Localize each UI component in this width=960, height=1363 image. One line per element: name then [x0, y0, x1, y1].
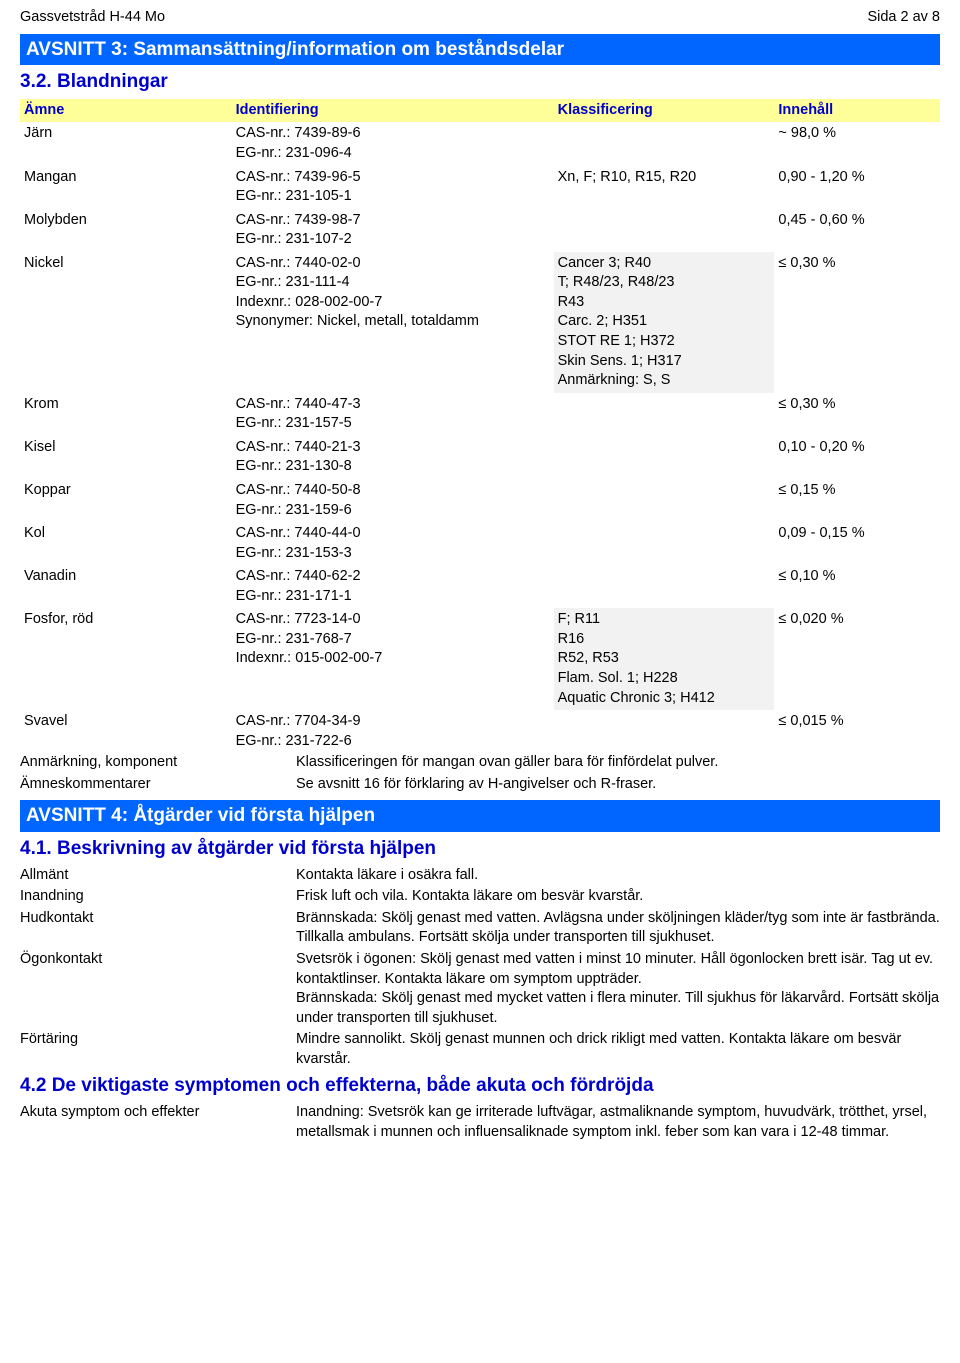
kv-value: Kontakta läkare i osäkra fall.: [296, 866, 940, 886]
note-value: Se avsnitt 16 för förklaring av H-angive…: [296, 775, 940, 795]
cell-ident: CAS-nr.: 7723-14-0 EG-nr.: 231-768-7 Ind…: [232, 608, 554, 710]
cell-klass: Xn, F; R10, R15, R20: [554, 166, 775, 209]
note-row: Anmärkning, komponentKlassificeringen fö…: [20, 753, 940, 773]
cell-klass: [554, 565, 775, 608]
kv-label: Ögonkontakt: [20, 950, 296, 1028]
cell-klass: Cancer 3; R40 T; R48/23, R48/23 R43 Carc…: [554, 252, 775, 393]
section-3-header: AVSNITT 3: Sammansättning/information om…: [20, 34, 940, 66]
kv-row: AllmäntKontakta läkare i osäkra fall.: [20, 866, 940, 886]
table-row: KolCAS-nr.: 7440-44-0 EG-nr.: 231-153-3 0…: [20, 522, 940, 565]
cell-amne: Svavel: [20, 710, 232, 753]
cell-klass: [554, 522, 775, 565]
kv-value: Mindre sannolikt. Skölj genast munnen oc…: [296, 1030, 940, 1069]
cell-innehall: 0,90 - 1,20 %: [774, 166, 940, 209]
kv-label: Förtäring: [20, 1030, 296, 1069]
kv-row: InandningFrisk luft och vila. Kontakta l…: [20, 887, 940, 907]
kv-row: ÖgonkontaktSvetsrök i ögonen: Skölj gena…: [20, 950, 940, 1028]
cell-ident: CAS-nr.: 7440-21-3 EG-nr.: 231-130-8: [232, 436, 554, 479]
col-header-ident: Identifiering: [232, 99, 554, 123]
note-value: Klassificeringen för mangan ovan gäller …: [296, 753, 940, 773]
cell-ident: CAS-nr.: 7704-34-9 EG-nr.: 231-722-6: [232, 710, 554, 753]
cell-innehall: 0,09 - 0,15 %: [774, 522, 940, 565]
cell-klass: [554, 710, 775, 753]
cell-innehall: ≤ 0,30 %: [774, 393, 940, 436]
page-header: Gassvetstråd H-44 Mo Sida 2 av 8: [20, 8, 940, 28]
cell-amne: Järn: [20, 122, 232, 165]
cell-ident: CAS-nr.: 7440-44-0 EG-nr.: 231-153-3: [232, 522, 554, 565]
table-header-row: Ämne Identifiering Klassificering Innehå…: [20, 99, 940, 123]
cell-ident: CAS-nr.: 7439-98-7 EG-nr.: 231-107-2: [232, 209, 554, 252]
table-row: MolybdenCAS-nr.: 7439-98-7 EG-nr.: 231-1…: [20, 209, 940, 252]
cell-ident: CAS-nr.: 7440-02-0 EG-nr.: 231-111-4 Ind…: [232, 252, 554, 393]
table-row: JärnCAS-nr.: 7439-89-6 EG-nr.: 231-096-4…: [20, 122, 940, 165]
cell-amne: Fosfor, röd: [20, 608, 232, 710]
cell-ident: CAS-nr.: 7440-50-8 EG-nr.: 231-159-6: [232, 479, 554, 522]
cell-klass: F; R11 R16 R52, R53 Flam. Sol. 1; H228 A…: [554, 608, 775, 710]
cell-amne: Krom: [20, 393, 232, 436]
section-4-header: AVSNITT 4: Åtgärder vid första hjälpen: [20, 800, 940, 832]
table-row: Fosfor, rödCAS-nr.: 7723-14-0 EG-nr.: 23…: [20, 608, 940, 710]
note-row: ÄmneskommentarerSe avsnitt 16 för förkla…: [20, 775, 940, 795]
cell-innehall: 0,45 - 0,60 %: [774, 209, 940, 252]
cell-amne: Vanadin: [20, 565, 232, 608]
col-header-innehall: Innehåll: [774, 99, 940, 123]
cell-innehall: ≤ 0,30 %: [774, 252, 940, 393]
cell-amne: Nickel: [20, 252, 232, 393]
section-4-2-title: 4.2 De viktigaste symptomen och effekter…: [20, 1073, 940, 1099]
doc-title: Gassvetstråd H-44 Mo: [20, 8, 165, 28]
table-row: SvavelCAS-nr.: 7704-34-9 EG-nr.: 231-722…: [20, 710, 940, 753]
cell-ident: CAS-nr.: 7439-96-5 EG-nr.: 231-105-1: [232, 166, 554, 209]
cell-amne: Kol: [20, 522, 232, 565]
note-label: Anmärkning, komponent: [20, 753, 296, 773]
col-header-amne: Ämne: [20, 99, 232, 123]
kv-label: Allmänt: [20, 866, 296, 886]
kv-value: Svetsrök i ögonen: Skölj genast med vatt…: [296, 950, 940, 1028]
section-3-2-title: 3.2. Blandningar: [20, 69, 940, 95]
cell-klass: [554, 479, 775, 522]
composition-table: Ämne Identifiering Klassificering Innehå…: [20, 99, 940, 753]
table-row: KromCAS-nr.: 7440-47-3 EG-nr.: 231-157-5…: [20, 393, 940, 436]
col-header-klass: Klassificering: [554, 99, 775, 123]
cell-ident: CAS-nr.: 7440-47-3 EG-nr.: 231-157-5: [232, 393, 554, 436]
kv-row: HudkontaktBrännskada: Skölj genast med v…: [20, 909, 940, 948]
cell-innehall: ≤ 0,10 %: [774, 565, 940, 608]
kv-row: FörtäringMindre sannolikt. Skölj genast …: [20, 1030, 940, 1069]
note-label: Ämneskommentarer: [20, 775, 296, 795]
cell-amne: Kisel: [20, 436, 232, 479]
kv-value: Frisk luft och vila. Kontakta läkare om …: [296, 887, 940, 907]
cell-innehall: 0,10 - 0,20 %: [774, 436, 940, 479]
table-row: KiselCAS-nr.: 7440-21-3 EG-nr.: 231-130-…: [20, 436, 940, 479]
kv-row: Akuta symptom och effekterInandning: Sve…: [20, 1103, 940, 1142]
cell-ident: CAS-nr.: 7439-89-6 EG-nr.: 231-096-4: [232, 122, 554, 165]
cell-klass: [554, 209, 775, 252]
cell-innehall: ≤ 0,020 %: [774, 608, 940, 710]
table-row: KopparCAS-nr.: 7440-50-8 EG-nr.: 231-159…: [20, 479, 940, 522]
cell-klass: [554, 122, 775, 165]
cell-innehall: ≤ 0,015 %: [774, 710, 940, 753]
kv-value: Inandning: Svetsrök kan ge irriterade lu…: [296, 1103, 940, 1142]
cell-innehall: ~ 98,0 %: [774, 122, 940, 165]
kv-value: Brännskada: Skölj genast med vatten. Avl…: [296, 909, 940, 948]
table-row: ManganCAS-nr.: 7439-96-5 EG-nr.: 231-105…: [20, 166, 940, 209]
section-4-1-title: 4.1. Beskrivning av åtgärder vid första …: [20, 836, 940, 862]
kv-label: Hudkontakt: [20, 909, 296, 948]
table-row: NickelCAS-nr.: 7440-02-0 EG-nr.: 231-111…: [20, 252, 940, 393]
cell-ident: CAS-nr.: 7440-62-2 EG-nr.: 231-171-1: [232, 565, 554, 608]
cell-amne: Molybden: [20, 209, 232, 252]
table-row: VanadinCAS-nr.: 7440-62-2 EG-nr.: 231-17…: [20, 565, 940, 608]
page-number: Sida 2 av 8: [867, 8, 940, 28]
kv-label: Akuta symptom och effekter: [20, 1103, 296, 1142]
kv-label: Inandning: [20, 887, 296, 907]
cell-amne: Mangan: [20, 166, 232, 209]
cell-klass: [554, 436, 775, 479]
cell-amne: Koppar: [20, 479, 232, 522]
cell-innehall: ≤ 0,15 %: [774, 479, 940, 522]
cell-klass: [554, 393, 775, 436]
